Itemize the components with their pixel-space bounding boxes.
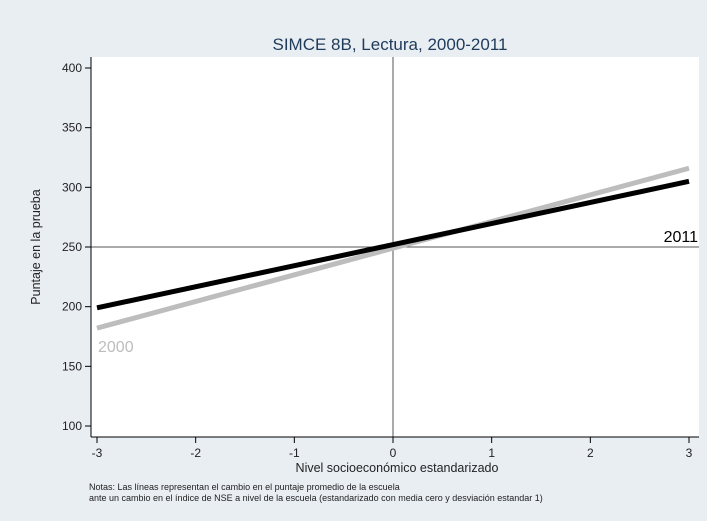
series-line-2000 [96, 165, 690, 331]
y-tick-label: 250 [62, 240, 82, 254]
y-tick-label: 400 [62, 61, 82, 75]
y-tick-label: 150 [62, 359, 82, 373]
chart-title: SIMCE 8B, Lectura, 2000-2011 [273, 35, 508, 54]
series-line-2011 [96, 178, 690, 311]
note-line-1: Notas: Las líneas representan el cambio … [89, 482, 400, 492]
x-tick-label: -3 [92, 446, 103, 460]
x-tick-label: 2 [587, 446, 594, 460]
x-tick-label: 1 [488, 446, 495, 460]
y-tick-label: 100 [62, 419, 82, 433]
x-tick-label: 0 [390, 446, 397, 460]
y-tick-label: 300 [62, 180, 82, 194]
x-axis-title: Nivel socioeconómico estandarizado [296, 461, 499, 475]
x-tick-label: -1 [289, 446, 300, 460]
y-tick-label: 350 [62, 121, 82, 135]
note-line-2: ante un cambio en el índice de NSE a niv… [89, 493, 543, 503]
y-tick-label: 200 [62, 300, 82, 314]
x-tick-label: -2 [190, 446, 201, 460]
x-tick-label: 3 [686, 446, 693, 460]
series-label-2000: 2000 [98, 339, 134, 356]
series-label-2011: 2011 [664, 229, 699, 246]
y-axis-title: Puntaje en la prueba [29, 189, 43, 304]
